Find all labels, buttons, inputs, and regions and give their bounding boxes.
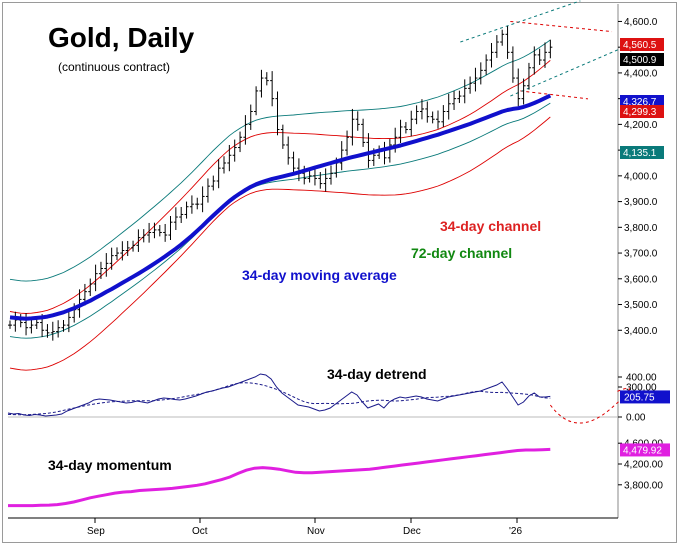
- detrend-value-badge: [620, 390, 670, 404]
- detrend-tick-label: 400.00: [626, 373, 657, 384]
- detrend-tick-label: 0.00: [626, 413, 646, 424]
- channel34-label: 34-day channel: [440, 218, 542, 234]
- momentum-value-badge: [620, 443, 670, 457]
- momentum-line: [8, 447, 551, 508]
- channel72-upper-band: [9, 39, 551, 282]
- momentum-tick-label: 4,200.00: [624, 460, 663, 471]
- price-tick-label: 3,700.0: [624, 249, 658, 260]
- momentum-value-badge-text: 4,479.92: [623, 445, 662, 456]
- channel72-upper-projection: [460, 0, 581, 43]
- x-tick-label: Nov: [307, 526, 325, 537]
- chart-title: Gold, Daily: [48, 22, 195, 53]
- detrend-label: 34-day detrend: [327, 366, 427, 382]
- detrend-value-badge-text: 205.75: [624, 392, 655, 403]
- channel34-lower-projection: [520, 90, 589, 100]
- price-tick-label: 3,900.0: [624, 197, 658, 208]
- value-badge-text-moving_average: 4,326.7: [623, 97, 657, 108]
- moving-average-label: 34-day moving average: [242, 267, 397, 283]
- channel72-lower-band: [9, 102, 551, 339]
- value-badge-text-last_price: 4,500.9: [623, 55, 657, 66]
- channel34-upper-band: [9, 60, 551, 314]
- price-tick-label: 4,400.0: [624, 68, 658, 79]
- x-tick-label: Sep: [87, 526, 105, 537]
- channel72-lower-projection: [510, 49, 619, 97]
- price-tick-label: 3,500.0: [624, 300, 658, 311]
- price-tick-label: 3,800.0: [624, 223, 658, 234]
- x-tick-label: Dec: [403, 526, 421, 537]
- channel34-lower-band: [9, 116, 551, 371]
- channel72-label: 72-day channel: [411, 245, 513, 261]
- channel34-upper-projection: [510, 20, 613, 33]
- momentum-label: 34-day momentum: [48, 457, 172, 473]
- moving-average-line: [9, 93, 552, 321]
- detrend-tick-label: 300.00: [626, 383, 657, 394]
- value-badge-text-channel72_lower: 4,135.1: [623, 148, 657, 159]
- price-tick-label: 4,600.0: [624, 17, 658, 28]
- value-badge-text-channel34_lower: 4,299.3: [623, 107, 657, 118]
- momentum-tick-label: 3,800.00: [624, 480, 663, 491]
- value-badge-moving_average: [620, 95, 664, 108]
- price-tick-label: 4,000.0: [624, 171, 658, 182]
- value-badge-text-channel34_upper: 4,560.5: [623, 40, 657, 51]
- detrend-line: [7, 373, 551, 417]
- value-badge-channel34_upper: [620, 38, 664, 51]
- price-tick-label: 4,200.0: [624, 120, 658, 131]
- x-tick-label: '26: [509, 526, 522, 537]
- detrend-projection: [549, 387, 630, 424]
- chart-subtitle: (continuous contract): [58, 60, 171, 74]
- detrend-smoothed-line: [7, 382, 551, 416]
- value-badge-channel34_lower: [620, 105, 664, 118]
- price-tick-label: 3,400.0: [624, 326, 658, 337]
- price-tick-label: 3,600.0: [624, 274, 658, 285]
- x-tick-label: Oct: [192, 526, 208, 537]
- value-badge-last_price: [620, 53, 664, 66]
- value-badge-channel72_lower: [620, 146, 664, 159]
